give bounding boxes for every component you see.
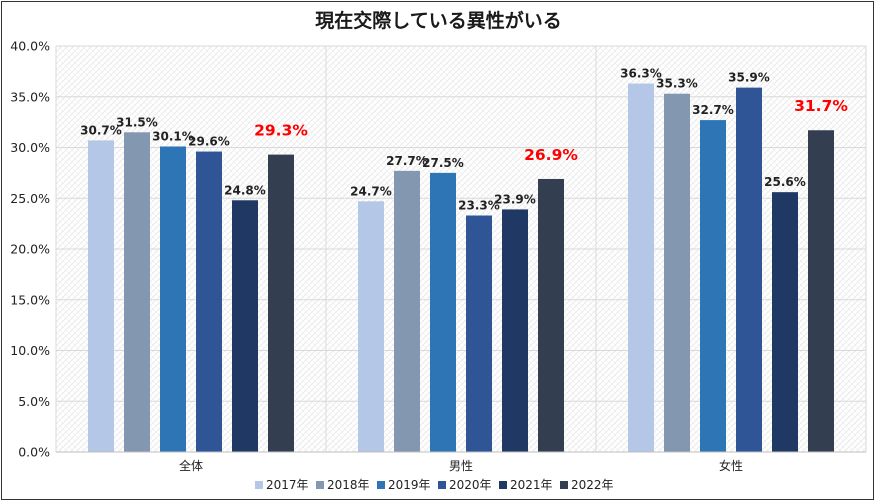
data-label: 25.6% [764,175,806,189]
bar [394,170,420,452]
legend-label: 2017年 [266,478,309,492]
data-labels: 30.7%31.5%30.1%29.6% 24.8% 29.3% 24.7% 27.7%… [80,67,848,213]
legend-swatch [438,481,446,489]
bar [160,146,186,453]
bar [502,209,528,452]
y-tick-label: 10.0% [10,343,50,358]
bar [268,154,294,453]
y-tick-label: 25.0% [10,191,50,206]
bar [88,140,114,452]
data-label: 24.8% [224,183,266,197]
data-label: 35.3% [656,77,698,91]
legend-label: 2018年 [327,478,370,492]
legend-label: 2019年 [388,478,431,492]
bar [430,172,456,452]
data-label: 27.7% [386,154,428,168]
bar [808,130,834,452]
legend-label: 2020年 [449,478,492,492]
data-label: 23.3% [458,199,500,213]
data-label: 29.3% [254,122,308,140]
y-tick-label: 40.0% [10,39,50,54]
data-label: 32.7% [692,103,734,117]
bar [196,151,222,452]
data-label: 24.7% [350,184,392,198]
data-label: 31.5% [116,115,158,129]
data-label: 35.9% [728,71,770,85]
y-tick-label: 35.0% [10,89,50,104]
bar [736,87,762,453]
legend-label: 2021年 [510,478,553,492]
data-label: 29.6% [188,135,230,149]
y-tick-label: 20.0% [10,242,50,257]
bar [628,83,654,453]
legend: 2017年 2018年 2019年 2020年 2021年 2022年 [255,478,614,492]
data-label: 31.7% [794,97,848,115]
data-label: 30.1% [152,129,194,143]
legend-label: 2022年 [571,478,614,492]
data-label: 27.5% [422,156,464,170]
legend-swatch [499,481,507,489]
legend-swatch [560,481,568,489]
bar [538,178,564,452]
data-label: 23.9% [494,192,536,206]
chart-title: 現在交際している異性がいる [315,10,562,32]
bar [664,93,690,452]
bar [232,200,258,452]
data-label: 36.3% [620,67,662,81]
legend-swatch [255,481,263,489]
legend-swatch [377,481,385,489]
y-tick-label: 15.0% [10,292,50,307]
y-axis: 0.0% 5.0% 10.0% 15.0% 20.0% 25.0% 30.0% 35.0% 40… [10,39,50,460]
bars [88,83,834,453]
bar [124,132,150,452]
x-tick-label: 男性 [449,459,473,473]
data-label: 30.7% [80,123,122,137]
bar [700,120,726,452]
x-axis: 全体 男性 女性 [56,451,866,473]
y-tick-label: 0.0% [18,445,50,460]
gridlines [55,45,867,453]
bar [358,201,384,452]
y-tick-label: 5.0% [18,394,50,409]
x-tick-label: 女性 [719,458,743,473]
y-tick-label: 30.0% [10,140,50,155]
bar [466,215,492,452]
x-tick-label: 全体 [179,458,203,473]
bar [772,192,798,452]
data-label: 26.9% [524,146,578,164]
legend-swatch [316,481,324,489]
